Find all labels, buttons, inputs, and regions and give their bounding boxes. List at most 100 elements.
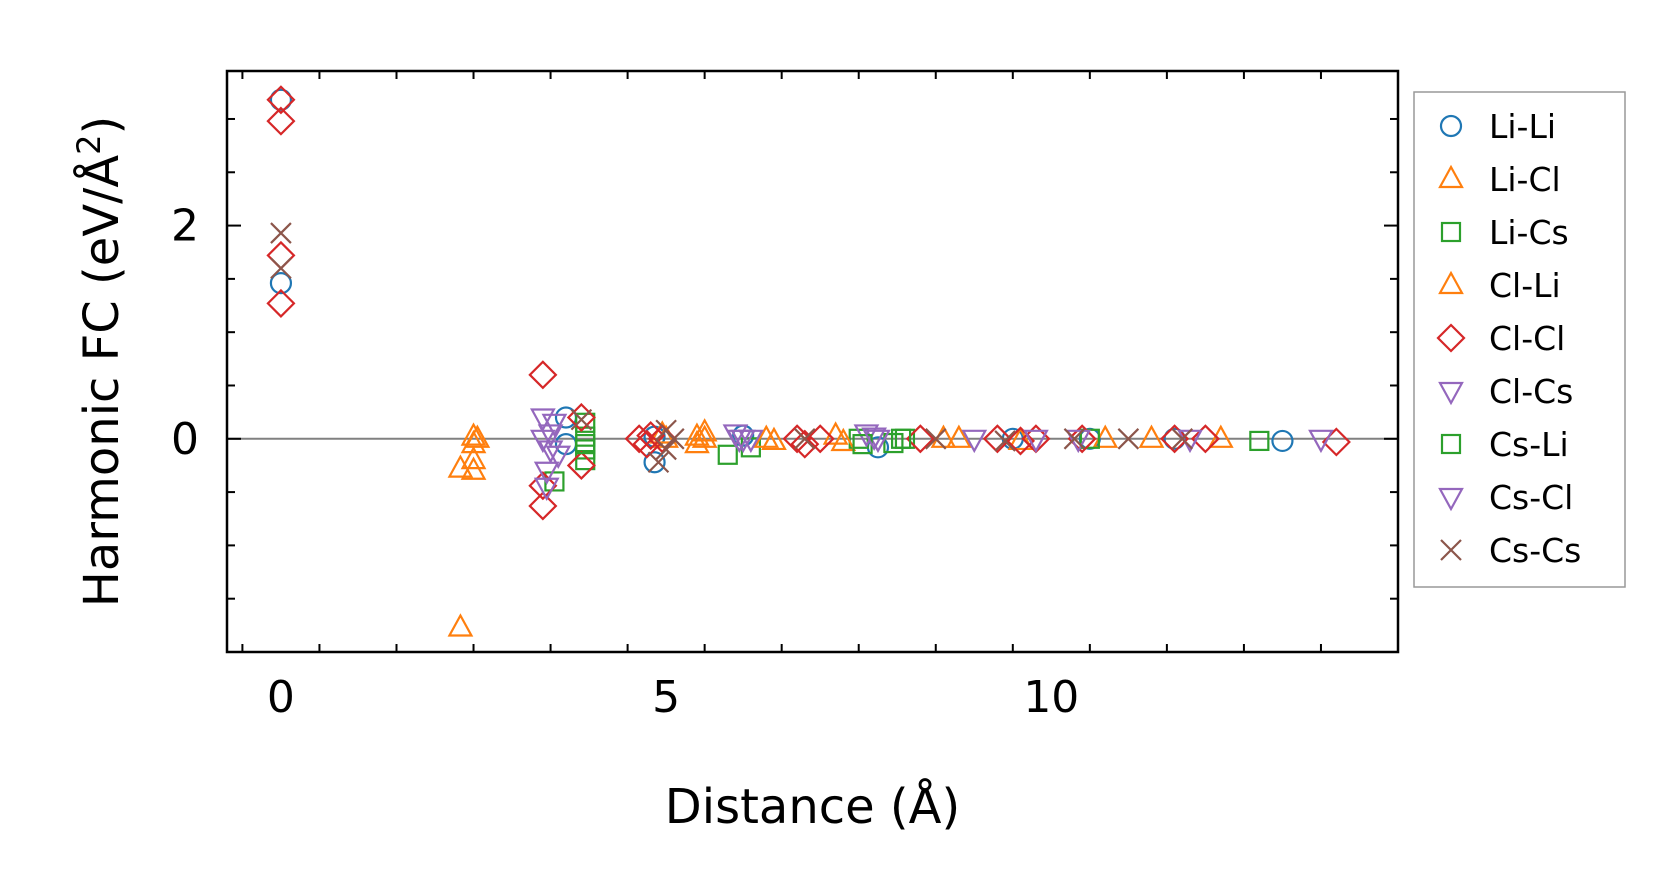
point-li-cs — [717, 444, 738, 465]
legend-item-cl-cs: Cl-Cs — [1438, 372, 1573, 411]
y-axis-label: Harmonic FC (eV/Å2) — [70, 116, 130, 608]
point-cl-cl — [790, 429, 820, 459]
point-cs-cs — [924, 428, 947, 450]
point-cl-cl — [528, 491, 558, 521]
point-li-cl — [460, 422, 487, 446]
point-cs-cs — [655, 438, 677, 461]
y-axis-label-superscript: 2 — [70, 134, 108, 154]
point-li-cl — [447, 613, 474, 637]
y-tick-label: 0 — [171, 414, 199, 465]
point-cl-li — [464, 424, 491, 448]
tick-labels: 0 5 10 0 2 — [171, 201, 1079, 723]
point-li-cl — [447, 454, 474, 478]
legend-label-cs-cs: Cs-Cs — [1489, 531, 1581, 570]
legend-label-cl-li: Cl-Li — [1489, 266, 1561, 305]
point-cl-cs — [533, 461, 560, 486]
series-cs-cl — [533, 424, 1092, 502]
legend-marker-cs-cl — [1438, 487, 1464, 512]
legend-marker-li-cl — [1438, 164, 1464, 189]
point-cl-cs — [1023, 429, 1049, 454]
point-li-li — [269, 272, 293, 295]
point-cl-cl — [1067, 424, 1097, 454]
data-points — [266, 85, 1351, 637]
point-li-cs — [575, 426, 596, 447]
x-tick-label: 0 — [267, 672, 295, 723]
legend-item-cs-cs: Cs-Cs — [1440, 531, 1581, 570]
y-axis-label-close: ) — [74, 116, 130, 135]
point-li-cl — [1007, 426, 1034, 451]
legend-label-cl-cs: Cl-Cs — [1489, 372, 1573, 411]
point-cs-cs — [647, 451, 670, 474]
series-cs-li — [575, 428, 912, 455]
legend-item-cs-cl: Cs-Cl — [1438, 478, 1573, 517]
point-cs-cl — [861, 427, 887, 451]
legend-marker-cl-li — [1438, 270, 1464, 295]
point-li-cl — [946, 424, 972, 448]
point-cs-cs — [1117, 428, 1140, 450]
point-cl-cl — [266, 240, 296, 270]
legend-marker-cs-cs — [1440, 539, 1462, 561]
point-cl-cs — [537, 440, 564, 464]
point-cl-cs — [1308, 429, 1334, 454]
legend-marker-cl-cs — [1438, 381, 1464, 406]
legend-marker-li-cs — [1440, 221, 1462, 243]
point-cs-cs — [663, 428, 685, 450]
axis-ticks — [227, 71, 1399, 652]
point-cl-cl — [982, 424, 1012, 454]
point-cs-cs — [1063, 428, 1086, 450]
point-cl-cl — [266, 85, 296, 115]
x-axis-label: Distance (Å) — [665, 778, 960, 835]
point-cl-cl — [624, 424, 654, 454]
point-cl-cl — [266, 106, 296, 136]
point-li-cs — [1249, 430, 1270, 452]
legend-item-cs-li: Cs-Li — [1440, 425, 1569, 464]
legend-item-li-cs: Li-Cs — [1440, 213, 1569, 252]
point-li-cl — [1138, 424, 1165, 448]
point-cs-cs — [270, 222, 292, 244]
point-cs-li — [575, 434, 596, 455]
legend-item-li-cl: Li-Cl — [1438, 160, 1561, 199]
point-cl-cl — [1190, 424, 1220, 454]
point-li-cl — [460, 445, 487, 470]
legend-label-li-li: Li-Li — [1489, 107, 1556, 146]
y-axis-label-main: Harmonic FC (eV/Å — [73, 155, 130, 608]
point-cl-cl — [528, 360, 558, 390]
legend-item-cl-li: Cl-Li — [1438, 266, 1561, 305]
point-cs-cl — [533, 477, 560, 502]
x-tick-label: 5 — [652, 672, 680, 723]
point-cl-cl — [782, 424, 812, 454]
point-li-li — [1271, 429, 1294, 453]
point-cs-cs — [270, 257, 292, 279]
series-cl-cl — [266, 85, 1351, 521]
series-li-li — [269, 88, 1294, 474]
point-cl-cl — [1321, 427, 1351, 457]
point-cl-cl — [805, 424, 835, 454]
point-cs-cs — [794, 428, 816, 450]
point-li-cl — [761, 426, 787, 451]
point-cs-cs — [1171, 428, 1194, 450]
legend-label-cl-cl: Cl-Cl — [1489, 319, 1565, 358]
point-li-cs — [575, 450, 596, 471]
point-cs-cs — [994, 430, 1016, 452]
legend-label-cs-li: Cs-Li — [1489, 425, 1569, 464]
point-cl-li — [691, 424, 718, 448]
point-cl-cl — [905, 424, 935, 454]
y-tick-label: 2 — [171, 201, 199, 252]
point-cl-cl — [636, 421, 666, 451]
point-li-cs — [575, 412, 596, 433]
legend-item-cl-cl: Cl-Cl — [1436, 319, 1565, 358]
legend-label-li-cs: Li-Cs — [1489, 213, 1569, 252]
point-cs-cl — [726, 429, 753, 454]
point-cl-cl — [266, 288, 296, 318]
point-cl-li — [753, 424, 780, 448]
legend-label-cs-cl: Cs-Cl — [1489, 478, 1573, 517]
legend-marker-cs-li — [1440, 433, 1462, 455]
legend-items: Li-Li Li-Cl Li-Cs Cl-Li Cl-Cl Cl-Cs Cs-Li Cs-Cl… — [1436, 107, 1581, 570]
point-cs-li — [890, 428, 912, 449]
point-cl-cl — [1160, 424, 1190, 454]
point-li-li — [269, 88, 293, 111]
legend-label-li-cl: Li-Cl — [1489, 160, 1561, 199]
point-cl-cs — [961, 429, 988, 454]
point-li-cs — [883, 432, 904, 454]
